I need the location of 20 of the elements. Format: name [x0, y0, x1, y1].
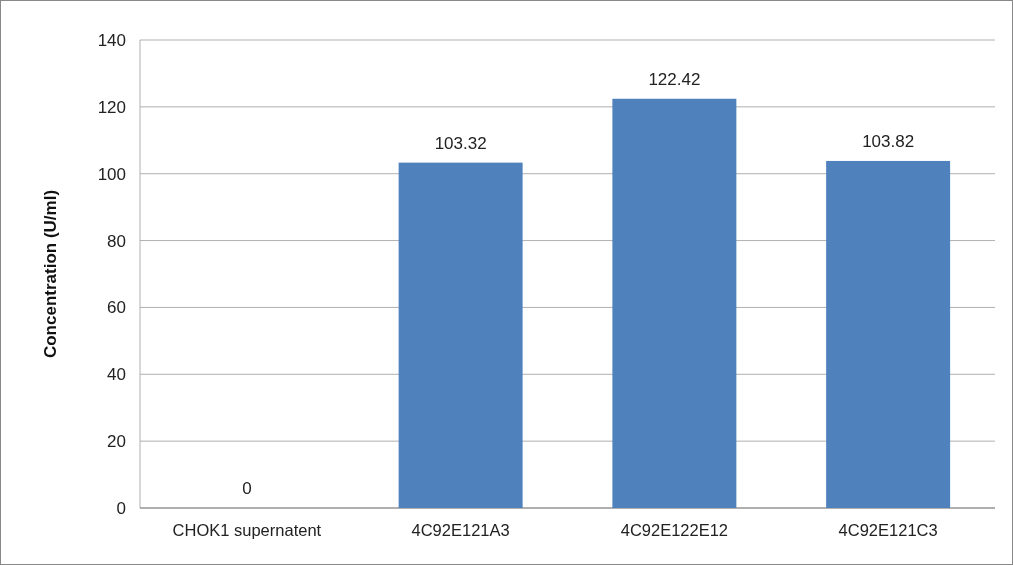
y-axis-title: Concentration (U/ml): [41, 189, 60, 359]
data-label: 0: [242, 479, 252, 498]
y-tick-label: 100: [97, 164, 126, 184]
bar: [826, 160, 951, 508]
y-tick-label: 60: [107, 298, 126, 318]
data-label: 103.82: [862, 131, 915, 151]
x-tick-label: 4C92E121A3: [411, 521, 510, 539]
y-tick-label: 140: [97, 30, 126, 50]
x-tick-label: CHOK1 supernatent: [172, 521, 322, 539]
bar: [612, 98, 737, 508]
x-tick-label: 4C92E121C3: [838, 521, 938, 539]
bar: [398, 162, 523, 508]
y-tick-label: 120: [97, 97, 126, 117]
data-label: 103.32: [434, 133, 487, 153]
y-tick-label: 0: [116, 498, 126, 518]
x-tick-label: 4C92E122E12: [620, 521, 729, 539]
y-tick-label: 80: [107, 231, 126, 251]
y-tick-label: 20: [107, 432, 126, 452]
data-label: 122.42: [648, 69, 701, 89]
y-tick-label: 40: [107, 365, 126, 385]
